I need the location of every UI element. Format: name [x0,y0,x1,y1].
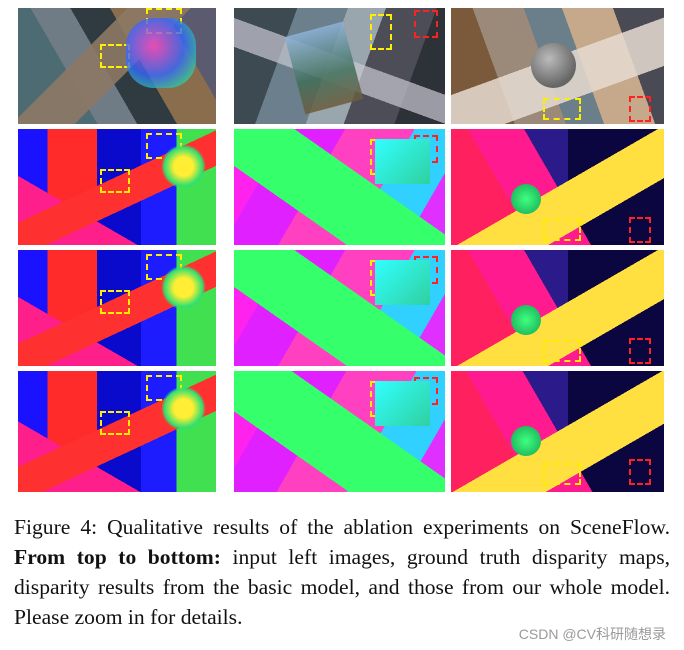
ground-truth-disparity-2 [234,129,445,245]
figure-image-grid [18,8,664,492]
highlight-box-yellow [370,139,392,175]
highlight-box-red [629,96,651,122]
highlight-box-yellow [370,260,392,296]
input-image-3 [451,8,664,124]
highlight-box-yellow [100,411,130,435]
highlight-box-yellow [100,169,130,193]
highlight-box-yellow [370,14,392,50]
watermark: CSDN @CV科研随想录 [518,624,666,644]
highlight-box-red [629,217,651,243]
highlight-box-yellow [146,8,182,34]
whole-model-disparity-2 [234,371,445,492]
caption-text: Figure 4: Qualitative results of the abl… [14,512,670,632]
highlight-box-red [414,377,438,405]
caption-bold: From top to bottom: [14,545,221,569]
input-image-1 [18,8,216,124]
highlight-box-yellow [543,219,581,241]
highlight-box-red [414,135,438,163]
caption-intro: Qualitative results of the ablation expe… [97,515,670,539]
highlight-box-red [414,256,438,284]
highlight-box-yellow [100,44,130,68]
caption-rest: input left images, ground truth disparit… [14,545,670,629]
basic-model-disparity-3 [451,250,664,366]
figure-label: Figure 4: [14,515,98,539]
highlight-box-yellow [543,98,581,120]
highlight-box-yellow [146,133,182,159]
figure-caption: Figure 4: Qualitative results of the abl… [14,512,670,632]
highlight-box-yellow [146,375,182,401]
whole-model-disparity-1 [18,371,216,492]
basic-model-disparity-2 [234,250,445,366]
highlight-box-red [414,10,438,38]
highlight-box-red [629,338,651,364]
highlight-box-yellow [146,254,182,280]
basic-model-disparity-1 [18,250,216,366]
highlight-box-red [629,459,651,485]
input-image-2 [234,8,445,124]
whole-model-disparity-3 [451,371,664,492]
highlight-box-yellow [543,463,581,485]
highlight-box-yellow [370,381,392,417]
highlight-box-yellow [543,340,581,362]
ground-truth-disparity-1 [18,129,216,245]
highlight-box-yellow [100,290,130,314]
ground-truth-disparity-3 [451,129,664,245]
